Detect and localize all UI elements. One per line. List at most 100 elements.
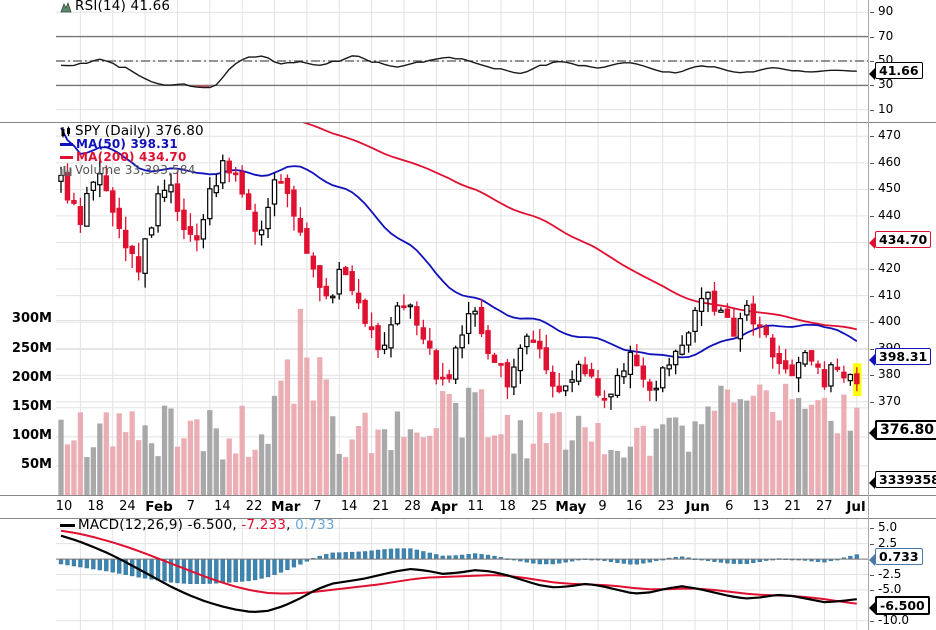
axis-tick — [870, 589, 874, 591]
axis-tick — [870, 215, 874, 217]
macd-hist-value-pointer — [869, 554, 875, 566]
rsi-tick-30: 30 — [878, 77, 894, 92]
price-tick-440: 440 — [878, 207, 901, 222]
date-label-25: 25 — [530, 499, 548, 514]
date-label-6: 6 — [725, 499, 734, 514]
macd-hist-value-box[interactable]: 0.733 — [875, 548, 923, 565]
volume-tick-50M: 50M — [20, 456, 52, 472]
ma200-legend-label: MA(200) 434.70 — [76, 150, 187, 164]
volume-legend-label: Volume 33,393,584 — [75, 163, 196, 177]
date-label-7: 7 — [313, 499, 322, 514]
axis-tick — [870, 295, 874, 297]
date-label-Mar: Mar — [271, 499, 301, 515]
date-label-Apr: Apr — [430, 499, 458, 515]
date-label-21: 21 — [784, 499, 801, 514]
price-legend-label: SPY (Daily) 376.80 — [75, 123, 204, 139]
volume-tick-150M: 150M — [11, 398, 52, 414]
macd-indicator-label: MACD(12,26,9) — [78, 517, 184, 533]
price-plot[interactable] — [56, 123, 868, 495]
axis-tick — [870, 543, 874, 545]
macd-panel[interactable]: MACD(12,26,9) -6.500, -7.233, 0.733 — [0, 517, 936, 630]
price-tick-400: 400 — [878, 314, 901, 329]
date-label-Feb: Feb — [145, 499, 173, 515]
panel-divider-dates-macd — [0, 518, 936, 519]
axis-tick — [870, 12, 874, 14]
volume-tick-200M: 200M — [11, 369, 52, 385]
macd-line-icon — [60, 524, 75, 527]
axis-tick — [870, 36, 874, 38]
ma50-legend-label: MA(50) 398.31 — [76, 137, 178, 151]
candlestick-icon — [60, 126, 72, 138]
axis-tick — [870, 136, 874, 138]
axis-tick — [870, 162, 874, 164]
date-label-Jul: Jul — [846, 499, 866, 515]
date-label-10: 10 — [55, 499, 73, 514]
last-price-value-box[interactable]: 376.80 — [875, 420, 936, 440]
price-tick-410: 410 — [878, 287, 901, 302]
axis-tick — [870, 574, 874, 576]
macd-tick--10.0: -10.0 — [878, 612, 910, 627]
axis-tick — [870, 322, 874, 324]
date-label-13: 13 — [752, 499, 770, 514]
panel-divider-rsi-price — [0, 122, 936, 123]
date-label-28: 28 — [404, 499, 421, 514]
macd-signal-label: -7.233 — [241, 517, 287, 533]
ma200-line-icon — [60, 156, 73, 159]
volume-value-box[interactable]: 3339358 — [875, 471, 936, 488]
price-tick-450: 450 — [878, 181, 901, 196]
macd-value-label: -6.500 — [187, 517, 233, 533]
axis-tick — [870, 85, 874, 87]
price-panel[interactable]: SPY (Daily) 376.80 MA(50) 398.31 MA(200)… — [0, 123, 936, 495]
axis-tick — [870, 189, 874, 191]
date-label-7: 7 — [186, 499, 195, 514]
date-label-23: 23 — [657, 499, 675, 514]
rsi-panel[interactable]: RSI(14) 41.66 — [0, 0, 936, 122]
axis-tick — [870, 528, 874, 530]
macd-line-value-box[interactable]: -6.500 — [875, 596, 930, 615]
axis-tick — [870, 620, 874, 622]
date-label-24: 24 — [119, 499, 136, 514]
axis-tick — [870, 348, 874, 350]
date-label-21: 21 — [372, 499, 390, 514]
rsi-tick-10: 10 — [878, 101, 894, 116]
price-tick-420: 420 — [878, 261, 901, 276]
axis-tick — [870, 401, 874, 403]
ma50-line-icon — [60, 143, 73, 146]
axis-tick — [870, 375, 874, 377]
price-tick-370: 370 — [878, 393, 901, 408]
macd-line-value-pointer — [869, 602, 875, 614]
rsi-legend-label: RSI(14) 41.66 — [75, 0, 171, 14]
price-tick-380: 380 — [878, 367, 901, 382]
date-label-Jun: Jun — [685, 499, 710, 515]
price-tick-460: 460 — [878, 154, 901, 169]
date-label-14: 14 — [340, 499, 358, 514]
date-label-11: 11 — [467, 499, 485, 514]
volume-tick-300M: 300M — [11, 311, 52, 327]
date-label-9: 9 — [598, 499, 607, 514]
ma50-value-pointer — [869, 354, 875, 366]
price-legend: SPY (Daily) 376.80 MA(50) 398.31 MA(200)… — [60, 123, 204, 177]
date-label-18: 18 — [87, 499, 104, 514]
axis-tick — [870, 269, 874, 271]
date-axis: 10 18 24 Feb 7 14 22 Mar 7 14 21 28 Apr 11 18 25 May 9 16 2… — [56, 496, 868, 518]
volume-tick-250M: 250M — [11, 340, 52, 356]
ma200-value-box[interactable]: 434.70 — [875, 231, 932, 248]
macd-tick--5.0: -5.0 — [878, 581, 902, 596]
date-label-16: 16 — [625, 499, 643, 514]
macd-legend: MACD(12,26,9) -6.500, -7.233, 0.733 — [60, 517, 335, 533]
ma200-value-pointer — [869, 237, 875, 249]
macd-plot[interactable] — [56, 519, 868, 630]
ma50-value-box[interactable]: 398.31 — [875, 348, 932, 365]
macd-legend-label: MACD(12,26,9) -6.500, -7.233, 0.733 — [78, 517, 335, 533]
axis-tick — [870, 61, 874, 62]
right-axis-spine — [868, 0, 869, 630]
rsi-value-box[interactable]: 41.66 — [875, 62, 923, 79]
rsi-plot[interactable] — [56, 0, 868, 122]
date-label-22: 22 — [245, 499, 263, 514]
rsi-tick-70: 70 — [878, 28, 894, 43]
date-label-18: 18 — [499, 499, 516, 514]
volume-bars-icon — [60, 165, 72, 177]
price-tick-470: 470 — [878, 128, 901, 143]
rsi-indicator-icon — [60, 1, 72, 13]
